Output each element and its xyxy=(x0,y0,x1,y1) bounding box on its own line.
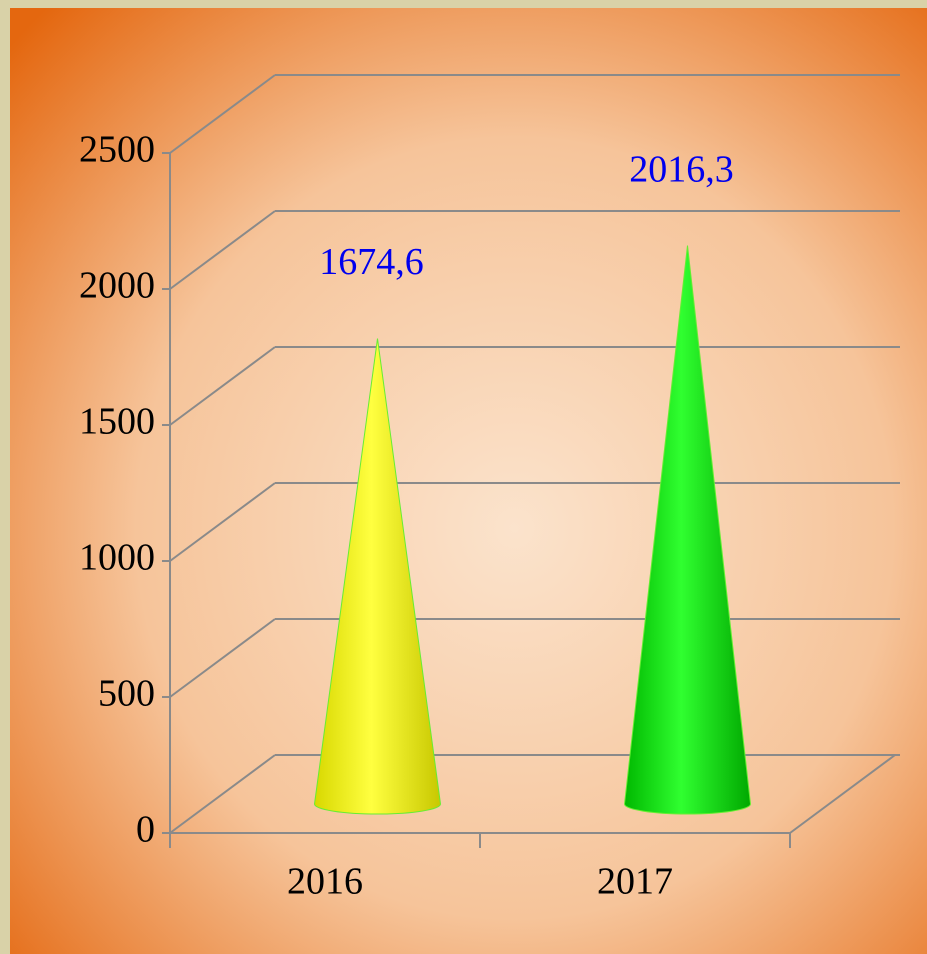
y-tick-label: 2000 xyxy=(79,265,155,307)
value-label: 1674,6 xyxy=(319,241,424,283)
x-tick-label: 2017 xyxy=(597,861,673,903)
value-label: 2016,3 xyxy=(629,148,734,190)
grid-line xyxy=(169,346,276,426)
cone xyxy=(313,338,442,815)
x-tick-label: 2016 xyxy=(287,861,363,903)
cone xyxy=(623,245,752,815)
y-tick-label: 500 xyxy=(98,673,155,715)
y-tick-label: 1500 xyxy=(79,401,155,443)
background xyxy=(10,8,927,954)
grid-line xyxy=(169,74,276,154)
grid-line xyxy=(169,754,276,834)
walls xyxy=(169,153,896,848)
grid-line xyxy=(169,618,276,698)
grid-line xyxy=(169,482,276,562)
y-tick-label: 2500 xyxy=(79,129,155,171)
y-tick-label: 0 xyxy=(136,809,155,851)
y-tick-label: 1000 xyxy=(79,537,155,579)
grid-line xyxy=(169,210,276,290)
